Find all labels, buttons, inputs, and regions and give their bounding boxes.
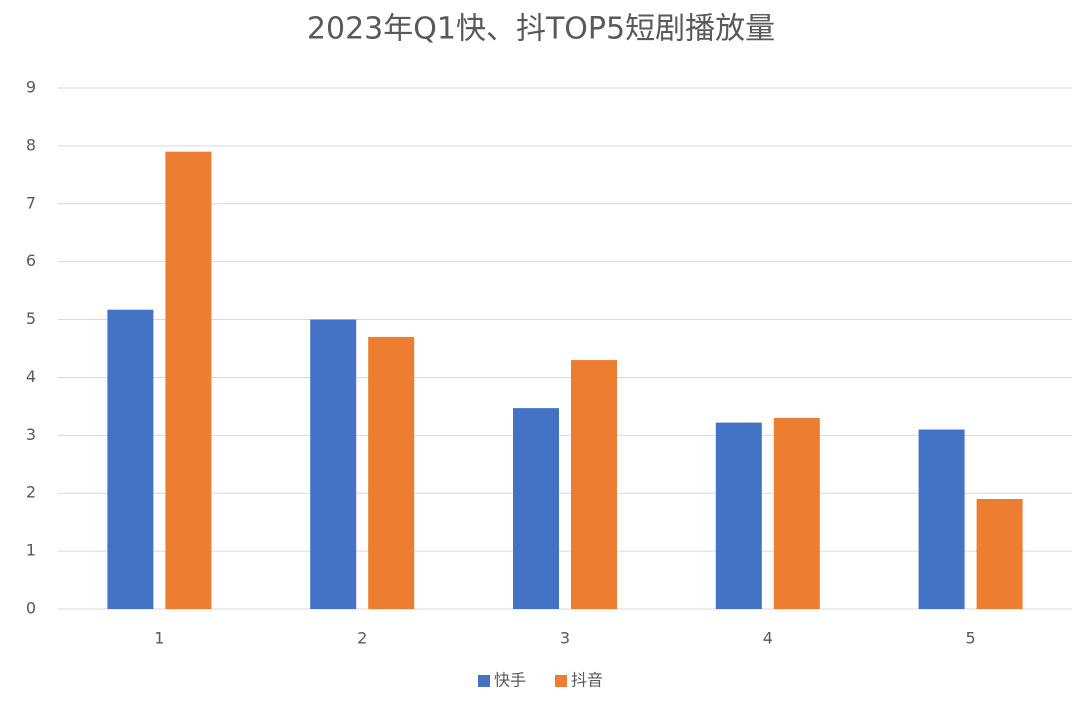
bar: [715, 422, 762, 609]
y-tick-label: 3: [26, 425, 36, 444]
x-tick-label: 5: [966, 629, 976, 648]
bar: [773, 417, 820, 609]
bar: [165, 151, 212, 609]
y-tick-label: 7: [26, 193, 36, 212]
x-tick-label: 3: [560, 629, 570, 648]
y-tick-label: 6: [26, 251, 36, 270]
bar: [918, 429, 965, 609]
legend-label: 抖音: [571, 671, 603, 690]
y-tick-label: 8: [26, 135, 36, 154]
bar: [976, 499, 1023, 609]
x-tick-label: 1: [154, 629, 164, 648]
x-tick-label: 4: [763, 629, 773, 648]
y-tick-label: 1: [26, 541, 36, 560]
bar: [571, 360, 617, 609]
y-tick-label: 2: [26, 483, 36, 502]
y-tick-label: 4: [26, 367, 36, 386]
bar: [310, 319, 357, 609]
x-tick-label: 2: [357, 629, 367, 648]
bar: [107, 309, 154, 609]
legend-label: 快手: [494, 671, 526, 690]
legend-swatch: [555, 675, 567, 687]
y-tick-label: 9: [26, 78, 36, 97]
legend-swatch: [478, 675, 490, 687]
y-tick-label: 5: [26, 309, 36, 328]
bar: [368, 336, 415, 609]
chart-title: 2023年Q1快、抖TOP5短剧播放量: [307, 12, 775, 47]
y-tick-label: 0: [26, 599, 36, 618]
bar: [513, 408, 559, 609]
